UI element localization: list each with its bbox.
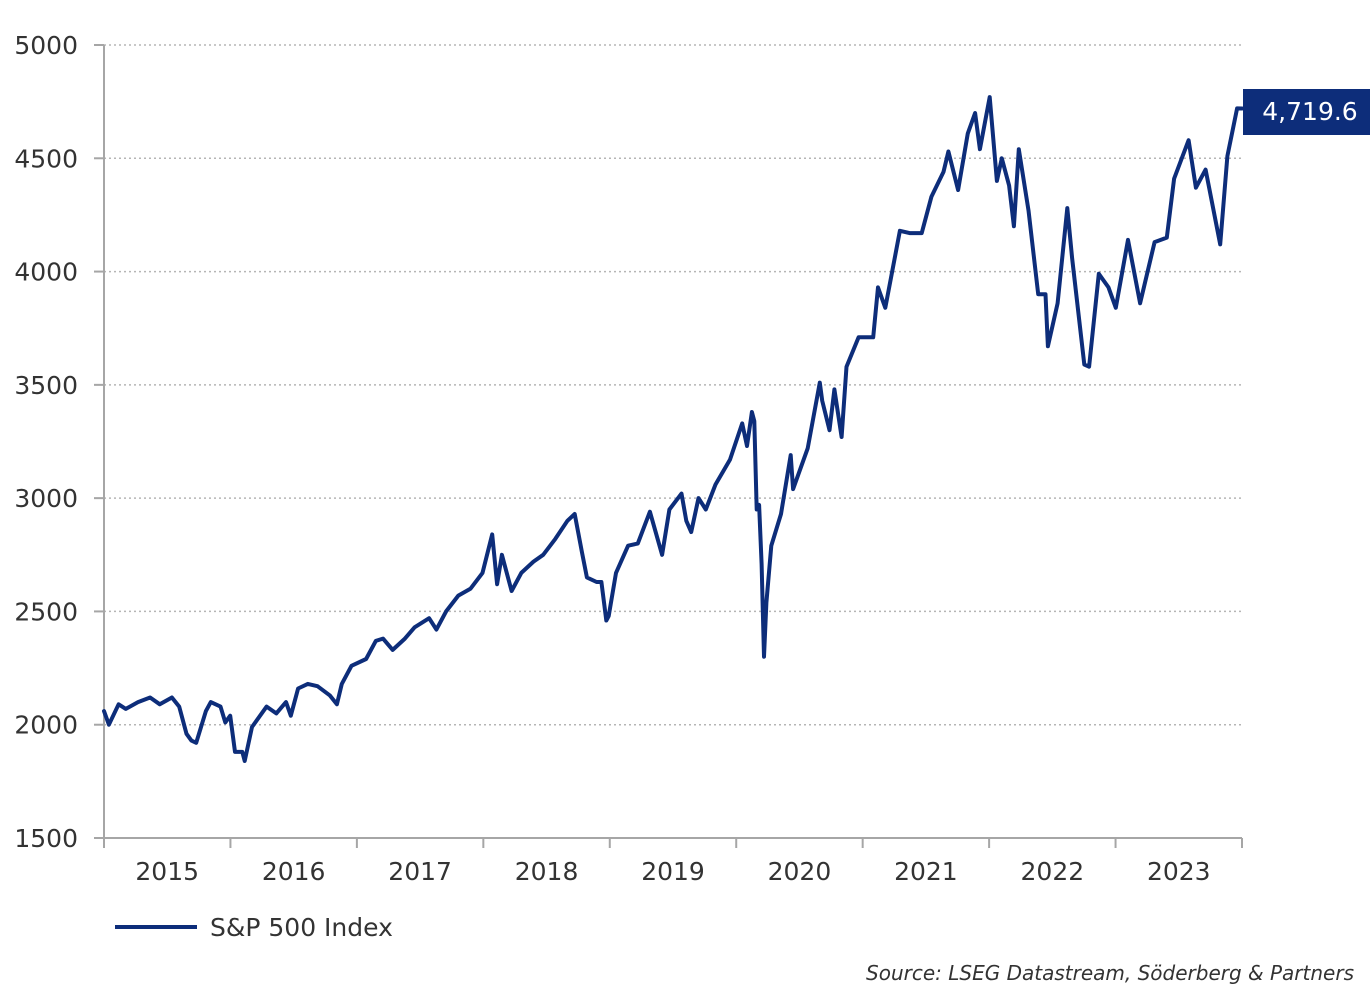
legend: S&P 500 Index	[115, 913, 393, 942]
series-group	[102, 95, 1244, 763]
series-line	[102, 95, 1244, 763]
y-tick-label: 4500	[14, 144, 78, 173]
x-tick-label: 2022	[1021, 857, 1085, 886]
axes	[103, 45, 1242, 839]
y-tick-label: 1500	[14, 824, 78, 853]
x-tick-label: 2016	[262, 857, 326, 886]
x-tick-label: 2017	[388, 857, 452, 886]
last-value-label: 4,719.6	[1262, 97, 1357, 126]
legend-label: S&P 500 Index	[210, 913, 393, 942]
last-value-box	[1243, 89, 1370, 135]
x-tick-label: 2019	[641, 857, 705, 886]
y-tick-label: 5000	[14, 31, 78, 60]
x-tick-label: 2018	[515, 857, 579, 886]
y-tick-label: 2000	[14, 711, 78, 740]
y-tick-label: 4000	[14, 258, 78, 287]
y-axis-ticks: 1500 2000 2500 3000 3500 4000 4500 5000	[14, 31, 104, 853]
x-axis-ticks: 2015 2016 2017 2018 2019 2020 2021 2022 2023	[103, 838, 1243, 886]
x-tick-label: 2021	[894, 857, 958, 886]
x-tick-label: 2015	[135, 857, 199, 886]
x-tick-label: 2023	[1147, 857, 1211, 886]
y-tick-label: 3500	[14, 371, 78, 400]
x-tick-label: 2020	[768, 857, 832, 886]
last-value-group: 4,719.6	[1243, 89, 1370, 135]
y-tick-label: 3000	[14, 484, 78, 513]
y-tick-label: 2500	[14, 597, 78, 626]
gridlines	[104, 44, 1242, 726]
source-note: Source: LSEG Datastream, Söderberg & Par…	[866, 961, 1354, 985]
